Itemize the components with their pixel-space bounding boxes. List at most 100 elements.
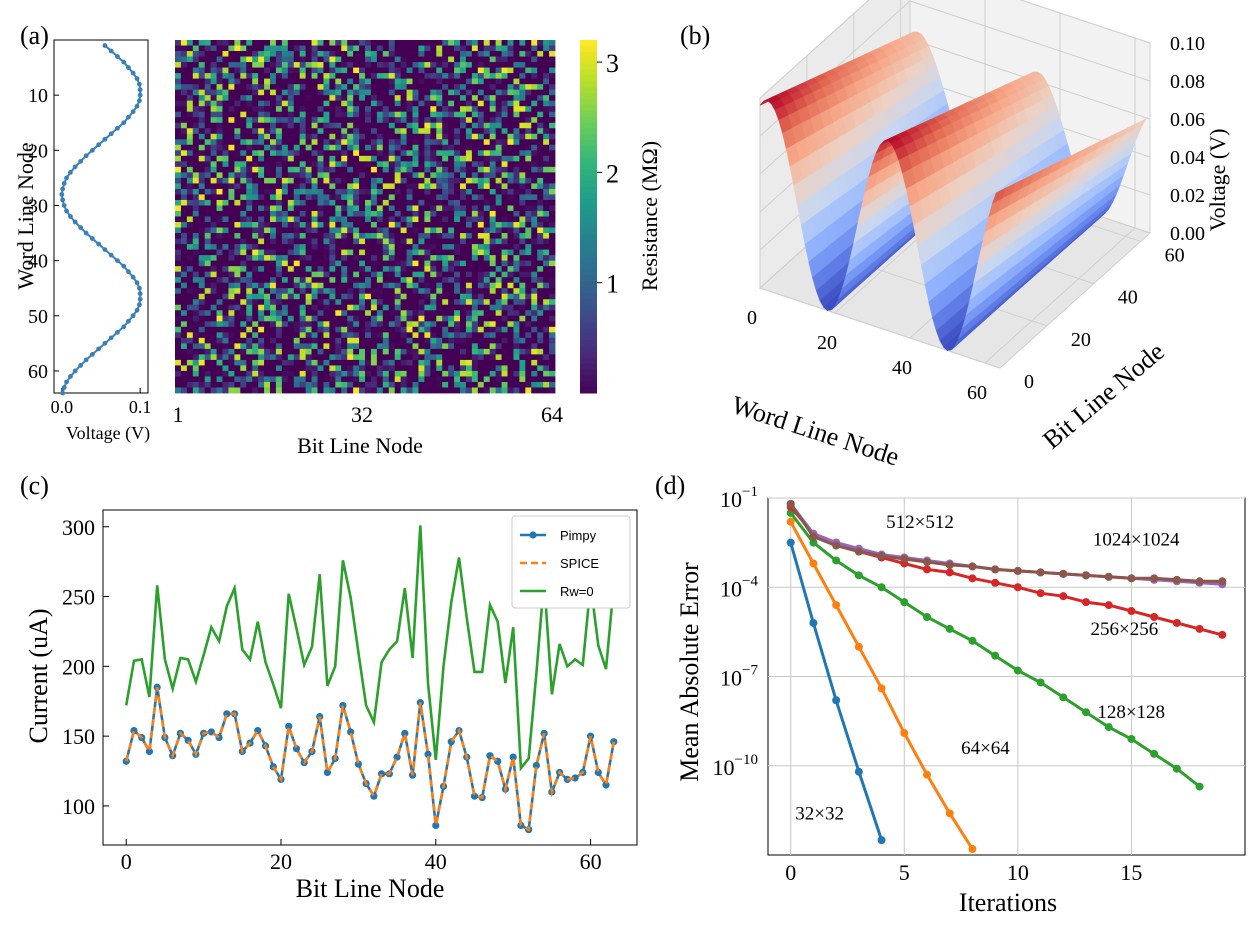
heatmap-cell bbox=[549, 381, 556, 388]
voltage-point bbox=[134, 76, 140, 82]
heatmap-cell bbox=[234, 321, 241, 328]
heatmap-cell bbox=[460, 244, 467, 250]
heatmap-cell bbox=[513, 337, 520, 344]
heatmap-cell bbox=[382, 172, 390, 179]
heatmap-cell bbox=[317, 238, 324, 245]
heatmap-cell bbox=[382, 62, 390, 68]
heatmap-cell bbox=[424, 249, 431, 256]
heatmap-cell bbox=[347, 293, 354, 300]
heatmap-cell bbox=[525, 370, 532, 377]
heatmap-cell bbox=[264, 249, 271, 256]
heatmap-cell bbox=[436, 354, 443, 361]
heatmap-cell bbox=[228, 150, 235, 157]
heatmap-cell bbox=[287, 365, 295, 372]
heatmap-cell bbox=[448, 205, 455, 212]
heatmap-cell bbox=[489, 89, 497, 96]
heatmap-cell bbox=[501, 359, 508, 366]
heatmap-cell bbox=[299, 238, 307, 245]
heatmap-cell bbox=[359, 282, 366, 289]
heatmap-cell bbox=[442, 238, 449, 245]
heatmap-cell bbox=[216, 205, 223, 212]
heatmap-cell bbox=[299, 188, 307, 195]
heatmap-cell bbox=[424, 199, 431, 206]
heatmap-cell bbox=[376, 304, 384, 311]
heatmap-cell bbox=[204, 89, 212, 96]
heatmap-cell bbox=[305, 277, 312, 284]
heatmap-cell bbox=[287, 117, 295, 124]
heatmap-cell bbox=[186, 255, 194, 262]
heatmap-cell bbox=[329, 233, 336, 239]
heatmap-cell bbox=[359, 84, 366, 91]
heatmap-cell bbox=[400, 332, 407, 339]
heatmap-cell bbox=[329, 216, 336, 223]
heatmap-cell bbox=[335, 139, 342, 146]
heatmap-cell bbox=[252, 45, 259, 52]
heatmap-cell bbox=[394, 73, 402, 80]
heatmap-cell bbox=[311, 238, 318, 245]
heatmap-cell bbox=[252, 122, 259, 129]
heatmap-cell bbox=[341, 365, 348, 372]
heatmap-cell bbox=[436, 288, 443, 295]
heatmap-cell bbox=[370, 304, 378, 311]
heatmap-cell bbox=[454, 255, 461, 262]
heatmap-cell bbox=[198, 150, 206, 157]
heatmap-cell bbox=[525, 293, 532, 300]
heatmap-cell bbox=[341, 255, 348, 262]
heatmap-cell bbox=[281, 84, 289, 91]
heatmap-cell bbox=[454, 150, 461, 157]
heatmap-cell bbox=[175, 260, 182, 267]
voltage-point bbox=[61, 385, 67, 390]
heatmap-cell bbox=[465, 51, 473, 57]
heatmap-cell bbox=[531, 210, 538, 217]
heatmap-cell bbox=[186, 359, 194, 366]
heatmap-cell bbox=[525, 78, 532, 85]
heatmap-cell bbox=[353, 233, 360, 239]
heatmap-cell bbox=[519, 161, 526, 168]
heatmap-cell bbox=[388, 288, 396, 295]
heatmap-cell bbox=[495, 122, 502, 129]
heatmap-cell bbox=[394, 310, 402, 317]
heatmap-cell bbox=[323, 381, 330, 388]
heatmap-cell bbox=[311, 271, 318, 278]
heatmap-cell bbox=[180, 166, 188, 173]
heatmap-cell bbox=[305, 233, 312, 239]
heatmap-cell bbox=[335, 78, 342, 85]
heatmap-cell bbox=[430, 293, 437, 300]
heatmap-cell bbox=[270, 139, 277, 146]
heatmap-cell bbox=[246, 266, 253, 273]
heatmap-cell bbox=[531, 51, 538, 57]
heatmap-cell bbox=[495, 293, 502, 300]
heatmap-cell bbox=[376, 100, 384, 107]
heatmap-cell bbox=[388, 78, 396, 85]
heatmap-cell bbox=[507, 78, 514, 85]
heatmap-cell bbox=[198, 177, 206, 184]
heatmap-cell bbox=[335, 277, 342, 284]
heatmap-cell bbox=[454, 277, 461, 284]
heatmap-cell bbox=[293, 166, 301, 173]
heatmap-cell bbox=[258, 277, 265, 284]
heatmap-cell bbox=[471, 84, 479, 91]
heatmap-cell bbox=[341, 348, 348, 355]
heatmap-cell bbox=[406, 144, 413, 151]
heatmap-cell bbox=[317, 216, 324, 223]
heatmap-cell bbox=[317, 133, 324, 140]
heatmap-cell bbox=[311, 172, 318, 179]
heatmap-cell bbox=[204, 260, 212, 267]
heatmap-cell bbox=[264, 51, 271, 57]
heatmap-cell bbox=[454, 117, 461, 124]
heatmap-cell bbox=[186, 260, 194, 267]
heatmap-cell bbox=[513, 205, 520, 212]
heatmap-cell bbox=[264, 205, 271, 212]
heatmap-cell bbox=[252, 78, 259, 85]
heatmap-cell bbox=[501, 67, 508, 74]
heatmap-cell bbox=[400, 95, 407, 102]
heatmap-cell bbox=[216, 139, 223, 146]
heatmap-cell bbox=[519, 288, 526, 295]
heatmap-cell bbox=[347, 222, 354, 228]
heatmap-cell bbox=[531, 183, 538, 190]
heatmap-cell bbox=[454, 238, 461, 245]
heatmap-cell bbox=[246, 40, 253, 46]
heatmap-cell bbox=[495, 282, 502, 289]
heatmap-cell bbox=[543, 194, 550, 201]
heatmap-cell bbox=[513, 100, 520, 107]
